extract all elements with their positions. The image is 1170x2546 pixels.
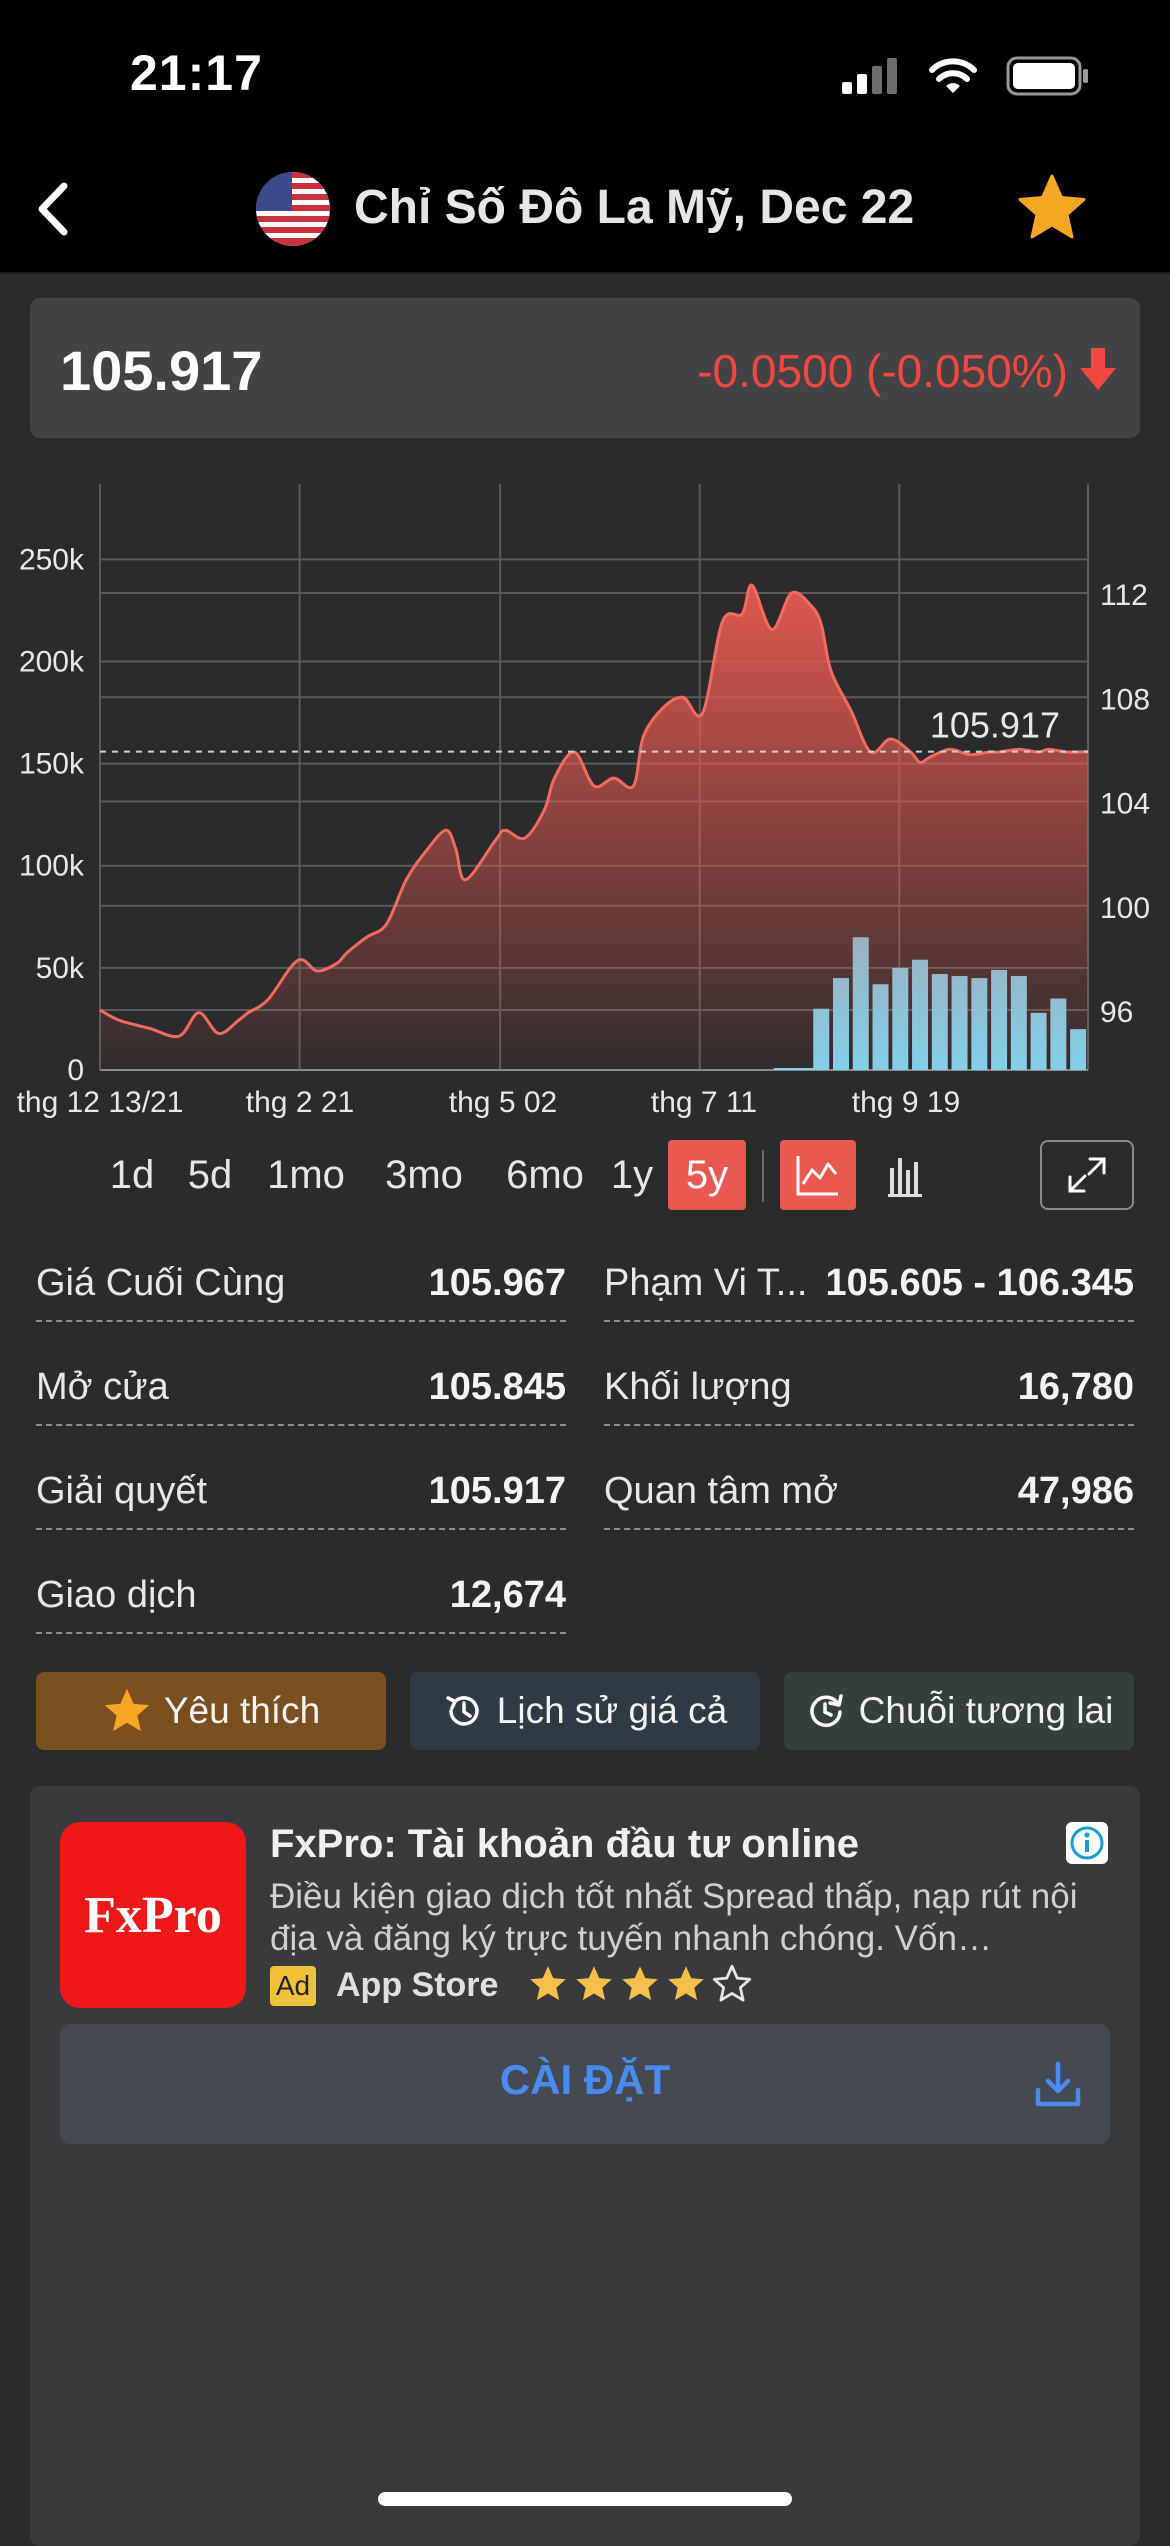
star-filled-icon — [530, 1966, 566, 2001]
stat-value: 105.917 — [428, 1470, 566, 1512]
favorite-button[interactable]: Yêu thích — [36, 1672, 386, 1750]
stat-label: Giá Cuối Cùng — [36, 1262, 286, 1304]
stat-value: 105.967 — [428, 1262, 566, 1304]
stat-label: Quan tâm mở — [604, 1470, 838, 1512]
status-time: 21:17 — [130, 45, 263, 101]
x-axis-tick: thg 12 13/21 — [17, 1086, 184, 1119]
star-icon — [104, 1688, 150, 1732]
futures-chain-label: Chuỗi tương lai — [858, 1690, 1114, 1731]
x-axis-tick: thg 7 11 — [651, 1086, 757, 1119]
range-selector: 1d 5d 1mo 3mo 6mo 1y 5y — [0, 1140, 1170, 1216]
favorite-star-icon[interactable] — [1016, 172, 1088, 244]
ad-badge: Ad — [270, 1966, 316, 2006]
info-icon[interactable] — [1064, 1820, 1110, 1866]
range-divider — [762, 1150, 764, 1202]
range-1mo[interactable]: 1mo — [267, 1153, 345, 1197]
y-axis-left-tick: 0 — [67, 1054, 84, 1087]
range-1d[interactable]: 1d — [109, 1153, 155, 1197]
current-price: 105.917 — [60, 339, 263, 402]
favorite-button-label: Yêu thích — [163, 1690, 321, 1731]
range-1y[interactable]: 1y — [610, 1153, 654, 1197]
ad-store-name: App Store — [336, 1966, 499, 2004]
range-6mo[interactable]: 6mo — [506, 1153, 584, 1197]
stat-label: Phạm Vi T... — [604, 1262, 808, 1304]
star-filled-icon — [668, 1966, 704, 2001]
status-bar: 21:17 — [0, 0, 1170, 150]
price-history-label: Lịch sử giá cả — [496, 1690, 728, 1731]
stat-label: Khối lượng — [604, 1366, 792, 1408]
price-history-button[interactable]: Lịch sử giá cả — [410, 1672, 760, 1750]
last-price-label: 105.917 — [930, 705, 1060, 746]
stat-trades: Giao dịch 12,674 — [36, 1562, 566, 1634]
stat-value: 105.845 — [428, 1366, 566, 1408]
ad-logo-text: FxPro — [84, 1886, 222, 1944]
range-3mo[interactable]: 3mo — [385, 1153, 463, 1197]
down-arrow-icon — [1080, 348, 1116, 390]
star-empty-icon — [712, 1964, 752, 2002]
x-axis-tick: thg 9 19 — [852, 1086, 960, 1119]
price-change: -0.0500 (-0.050%) — [697, 345, 1068, 397]
page-title: Chỉ Số Đô La Mỹ, Dec 22 — [354, 181, 915, 234]
y-axis-left-tick: 200k — [19, 645, 85, 678]
stat-label: Giải quyết — [36, 1470, 208, 1512]
bar-chart-icon — [888, 1158, 922, 1197]
stat-settle: Giải quyết 105.917 — [36, 1458, 566, 1530]
ad-description: Điều kiện giao dịch tốt nhất Spread thấp… — [270, 1877, 1078, 1958]
y-axis-right-tick: 104 — [1100, 788, 1150, 821]
signal-icon — [842, 58, 897, 94]
bar-chart-toggle[interactable] — [868, 1140, 944, 1210]
install-button-label: CÀI ĐẶT — [499, 2056, 671, 2103]
price-area — [100, 585, 1088, 1070]
y-axis-left-tick: 50k — [36, 952, 85, 985]
stat-value: 47,986 — [1017, 1470, 1134, 1512]
y-axis-right-tick: 100 — [1100, 892, 1150, 925]
ad-card[interactable]: FxPro FxPro: Tài khoản đầu tư online Điề… — [30, 1786, 1140, 2546]
y-axis-right-tick: 108 — [1100, 683, 1150, 716]
y-axis-left-tick: 150k — [19, 748, 85, 781]
stat-value: 12,674 — [449, 1574, 566, 1616]
ad-logo[interactable]: FxPro — [60, 1822, 246, 2008]
history-icon — [446, 1696, 479, 1726]
stat-day-range: Phạm Vi T... 105.605 - 106.345 — [604, 1250, 1134, 1322]
price-line — [99, 583, 1089, 1039]
price-chart[interactable]: 105.917 112 108 104 100 96 250k 200k 150k 100k 50… — [0, 480, 1170, 1140]
install-button[interactable]: CÀI ĐẶT — [60, 2024, 1110, 2144]
stat-value: 105.605 - 106.345 — [825, 1262, 1135, 1304]
ad-rating — [528, 1964, 752, 2004]
download-icon — [1035, 2061, 1081, 2107]
x-axis-tick: thg 2 21 — [246, 1086, 354, 1119]
expand-icon — [1068, 1157, 1106, 1193]
y-axis-right-tick: 96 — [1100, 996, 1133, 1029]
stat-open-interest: Quan tâm mở 47,986 — [604, 1458, 1134, 1530]
y-axis-right-tick: 112 — [1100, 579, 1148, 612]
nav-bar: Chỉ Số Đô La Mỹ, Dec 22 — [0, 150, 1170, 274]
star-filled-icon — [622, 1966, 658, 2001]
price-card: 105.917 -0.0500 (-0.050%) — [30, 298, 1140, 438]
star-filled-icon — [576, 1966, 612, 2001]
fullscreen-button[interactable] — [1040, 1140, 1134, 1210]
ad-title[interactable]: FxPro: Tài khoản đầu tư online — [270, 1822, 860, 1866]
stat-value: 16,780 — [1017, 1366, 1134, 1408]
stat-label: Giao dịch — [36, 1574, 197, 1616]
range-5y[interactable]: 5y — [668, 1140, 746, 1210]
refresh-clock-icon — [809, 1694, 843, 1727]
stat-label: Mở cửa — [36, 1366, 169, 1408]
y-axis-left-tick: 100k — [19, 850, 85, 883]
wifi-icon — [929, 58, 977, 93]
line-chart-toggle[interactable] — [780, 1140, 856, 1210]
stat-last-price: Giá Cuối Cùng 105.967 — [36, 1250, 566, 1322]
x-axis-tick: thg 5 02 — [449, 1086, 557, 1119]
line-chart-icon — [796, 1156, 838, 1196]
stat-open: Mở cửa 105.845 — [36, 1354, 566, 1426]
stat-volume: Khối lượng 16,780 — [604, 1354, 1134, 1426]
y-axis-left-tick: 250k — [19, 543, 85, 576]
futures-chain-button[interactable]: Chuỗi tương lai — [784, 1672, 1134, 1750]
back-chevron-icon[interactable] — [22, 174, 92, 244]
us-flag-icon — [256, 172, 330, 246]
range-5d[interactable]: 5d — [187, 1153, 233, 1197]
home-indicator — [378, 2492, 792, 2506]
status-icons — [842, 56, 1090, 96]
battery-icon — [1006, 56, 1088, 96]
